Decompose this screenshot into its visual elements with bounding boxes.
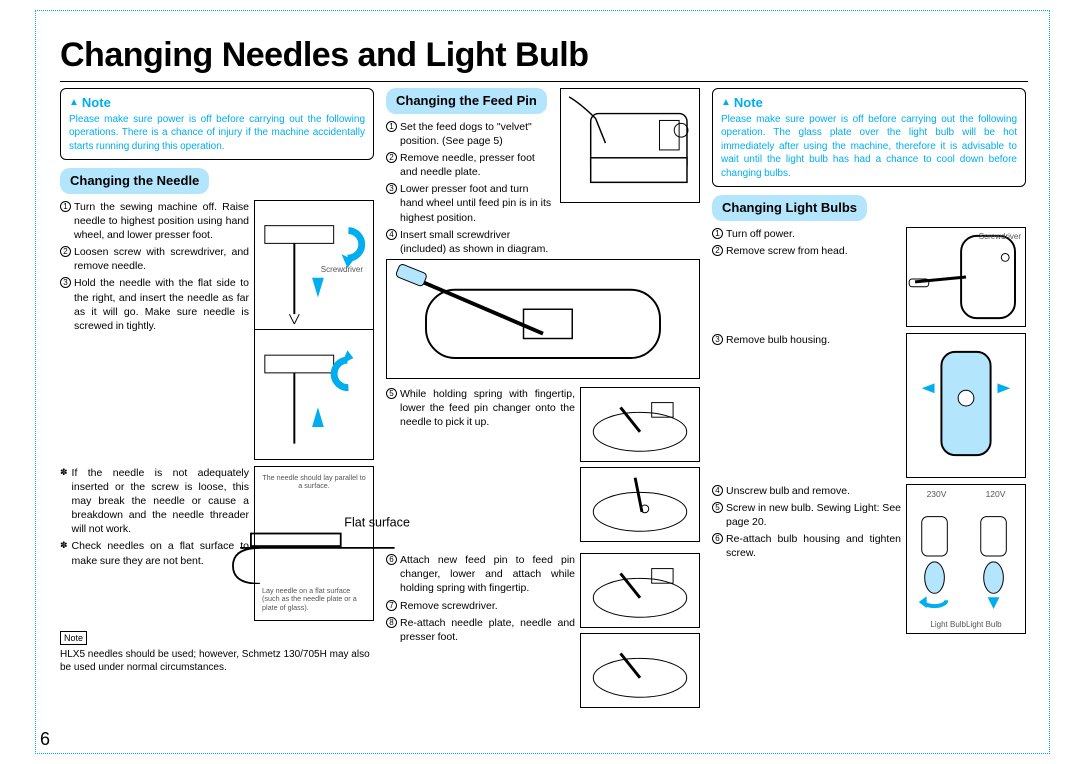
list-item: 3Hold the needle with the flat side to t… [60,276,249,333]
page-title: Changing Needles and Light Bulb [60,36,1040,75]
section-header-lightbulb: Changing Light Bulbs [712,195,867,221]
list-item: 1Set the feed dogs to "velvet" position.… [386,120,554,148]
list-item: 2Remove screw from head. [712,244,901,258]
illustration-feedpin-step6b [580,633,700,708]
illustration-needle-1: Screwdriver [254,200,374,330]
section-header-feedpin: Changing the Feed Pin [386,88,547,114]
illustration-feedpin-step5b [580,467,700,542]
page-number: 6 [40,729,50,750]
list-item: 5While holding spring with fingertip, lo… [386,387,575,430]
note-label-2: Note [721,94,763,112]
list-item: 1Turn off power. [712,227,901,241]
footnote-label: Note [60,631,87,645]
note-box-2: Note Please make sure power is off befor… [712,88,1026,187]
list-item: 6Attach new feed pin to feed pin changer… [386,553,575,596]
illustration-needle-2 [254,330,374,460]
list-item: 2Remove needle, presser foot and needle … [386,151,554,179]
illustration-machine-side [560,88,700,203]
section-header-needle: Changing the Needle [60,168,209,194]
illustration-feedpin-step5a [580,387,700,462]
column-1: Note Please make sure power is off befor… [60,88,374,719]
list-item: 3Remove bulb housing. [712,333,901,347]
illustration-feedpin-screwdriver [386,259,700,379]
illustration-bulb-screw: Screwdriver [906,227,1026,327]
list-item: 6Re-attach bulb housing and tighten scre… [712,532,901,560]
column-2: Changing the Feed Pin 1Set the feed dogs… [386,88,700,719]
note-box-1: Note Please make sure power is off befor… [60,88,374,160]
note-text-1: Please make sure power is off before car… [69,113,365,154]
note-label-1: Note [69,94,111,112]
list-item: 8Re-attach needle plate, needle and pres… [386,616,575,644]
illustration-bulb-types: 230V 120V [906,484,1026,634]
title-divider [60,81,1028,82]
list-item: 2Loosen screw with screwdriver, and remo… [60,245,249,273]
list-item: 3Lower presser foot and turn hand wheel … [386,182,554,225]
screwdriver-label-2: Screwdriver [979,232,1021,243]
illustration-feedpin-step6a [580,553,700,628]
illustration-bulb-housing [906,333,1026,478]
svg-text:Flat surface: Flat surface [345,515,411,529]
list-item: 7Remove screwdriver. [386,599,575,613]
footnote-text: HLX5 needles should be used; however, Sc… [60,648,374,675]
list-item: 1Turn the sewing machine off. Raise need… [60,200,249,243]
screwdriver-label-1: Screwdriver [321,265,363,276]
list-item: 4Unscrew bulb and remove. [712,484,901,498]
list-item: 4Insert small screwdriver (included) as … [386,228,554,256]
illustration-needle-flat: The needle should lay parallel to a surf… [254,466,374,621]
list-item: 5Screw in new bulb. Sewing Light: See pa… [712,501,901,529]
note-text-2: Please make sure power is off before car… [721,113,1017,181]
column-3: Note Please make sure power is off befor… [712,88,1026,719]
